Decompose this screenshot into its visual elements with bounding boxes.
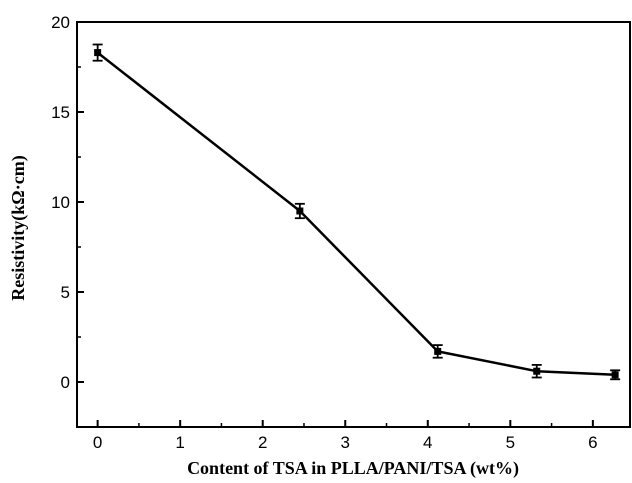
y-tick-label: 20 <box>51 13 70 32</box>
y-tick-label: 15 <box>51 103 70 122</box>
y-tick-label: 5 <box>61 283 70 302</box>
x-tick-label: 3 <box>341 433 350 452</box>
y-axis-title: Resistivity(kΩ·cm) <box>8 155 29 300</box>
series-line <box>96 51 616 377</box>
data-point <box>533 367 541 375</box>
y-tick-label: 10 <box>51 193 70 212</box>
plot-frame <box>76 21 631 428</box>
x-axis-title: Content of TSA in PLLA/PANI/TSA (wt%) <box>187 458 519 479</box>
x-tick-label: 4 <box>423 433 432 452</box>
tick-labels: 0 1 2 3 4 5 6 0 5 10 15 20 <box>51 13 598 452</box>
x-tick-label: 1 <box>175 433 184 452</box>
x-tick-label: 2 <box>258 433 267 452</box>
data-point <box>434 347 442 355</box>
x-tick-label: 6 <box>588 433 597 452</box>
data-point <box>296 207 304 215</box>
y-tick-label: 0 <box>61 373 70 392</box>
x-tick-label: 5 <box>506 433 515 452</box>
data-series <box>92 43 621 381</box>
x-tick-label: 0 <box>93 433 102 452</box>
ticks <box>77 21 594 427</box>
data-point <box>94 49 102 57</box>
axes-frame <box>76 21 631 428</box>
data-point <box>611 371 619 379</box>
